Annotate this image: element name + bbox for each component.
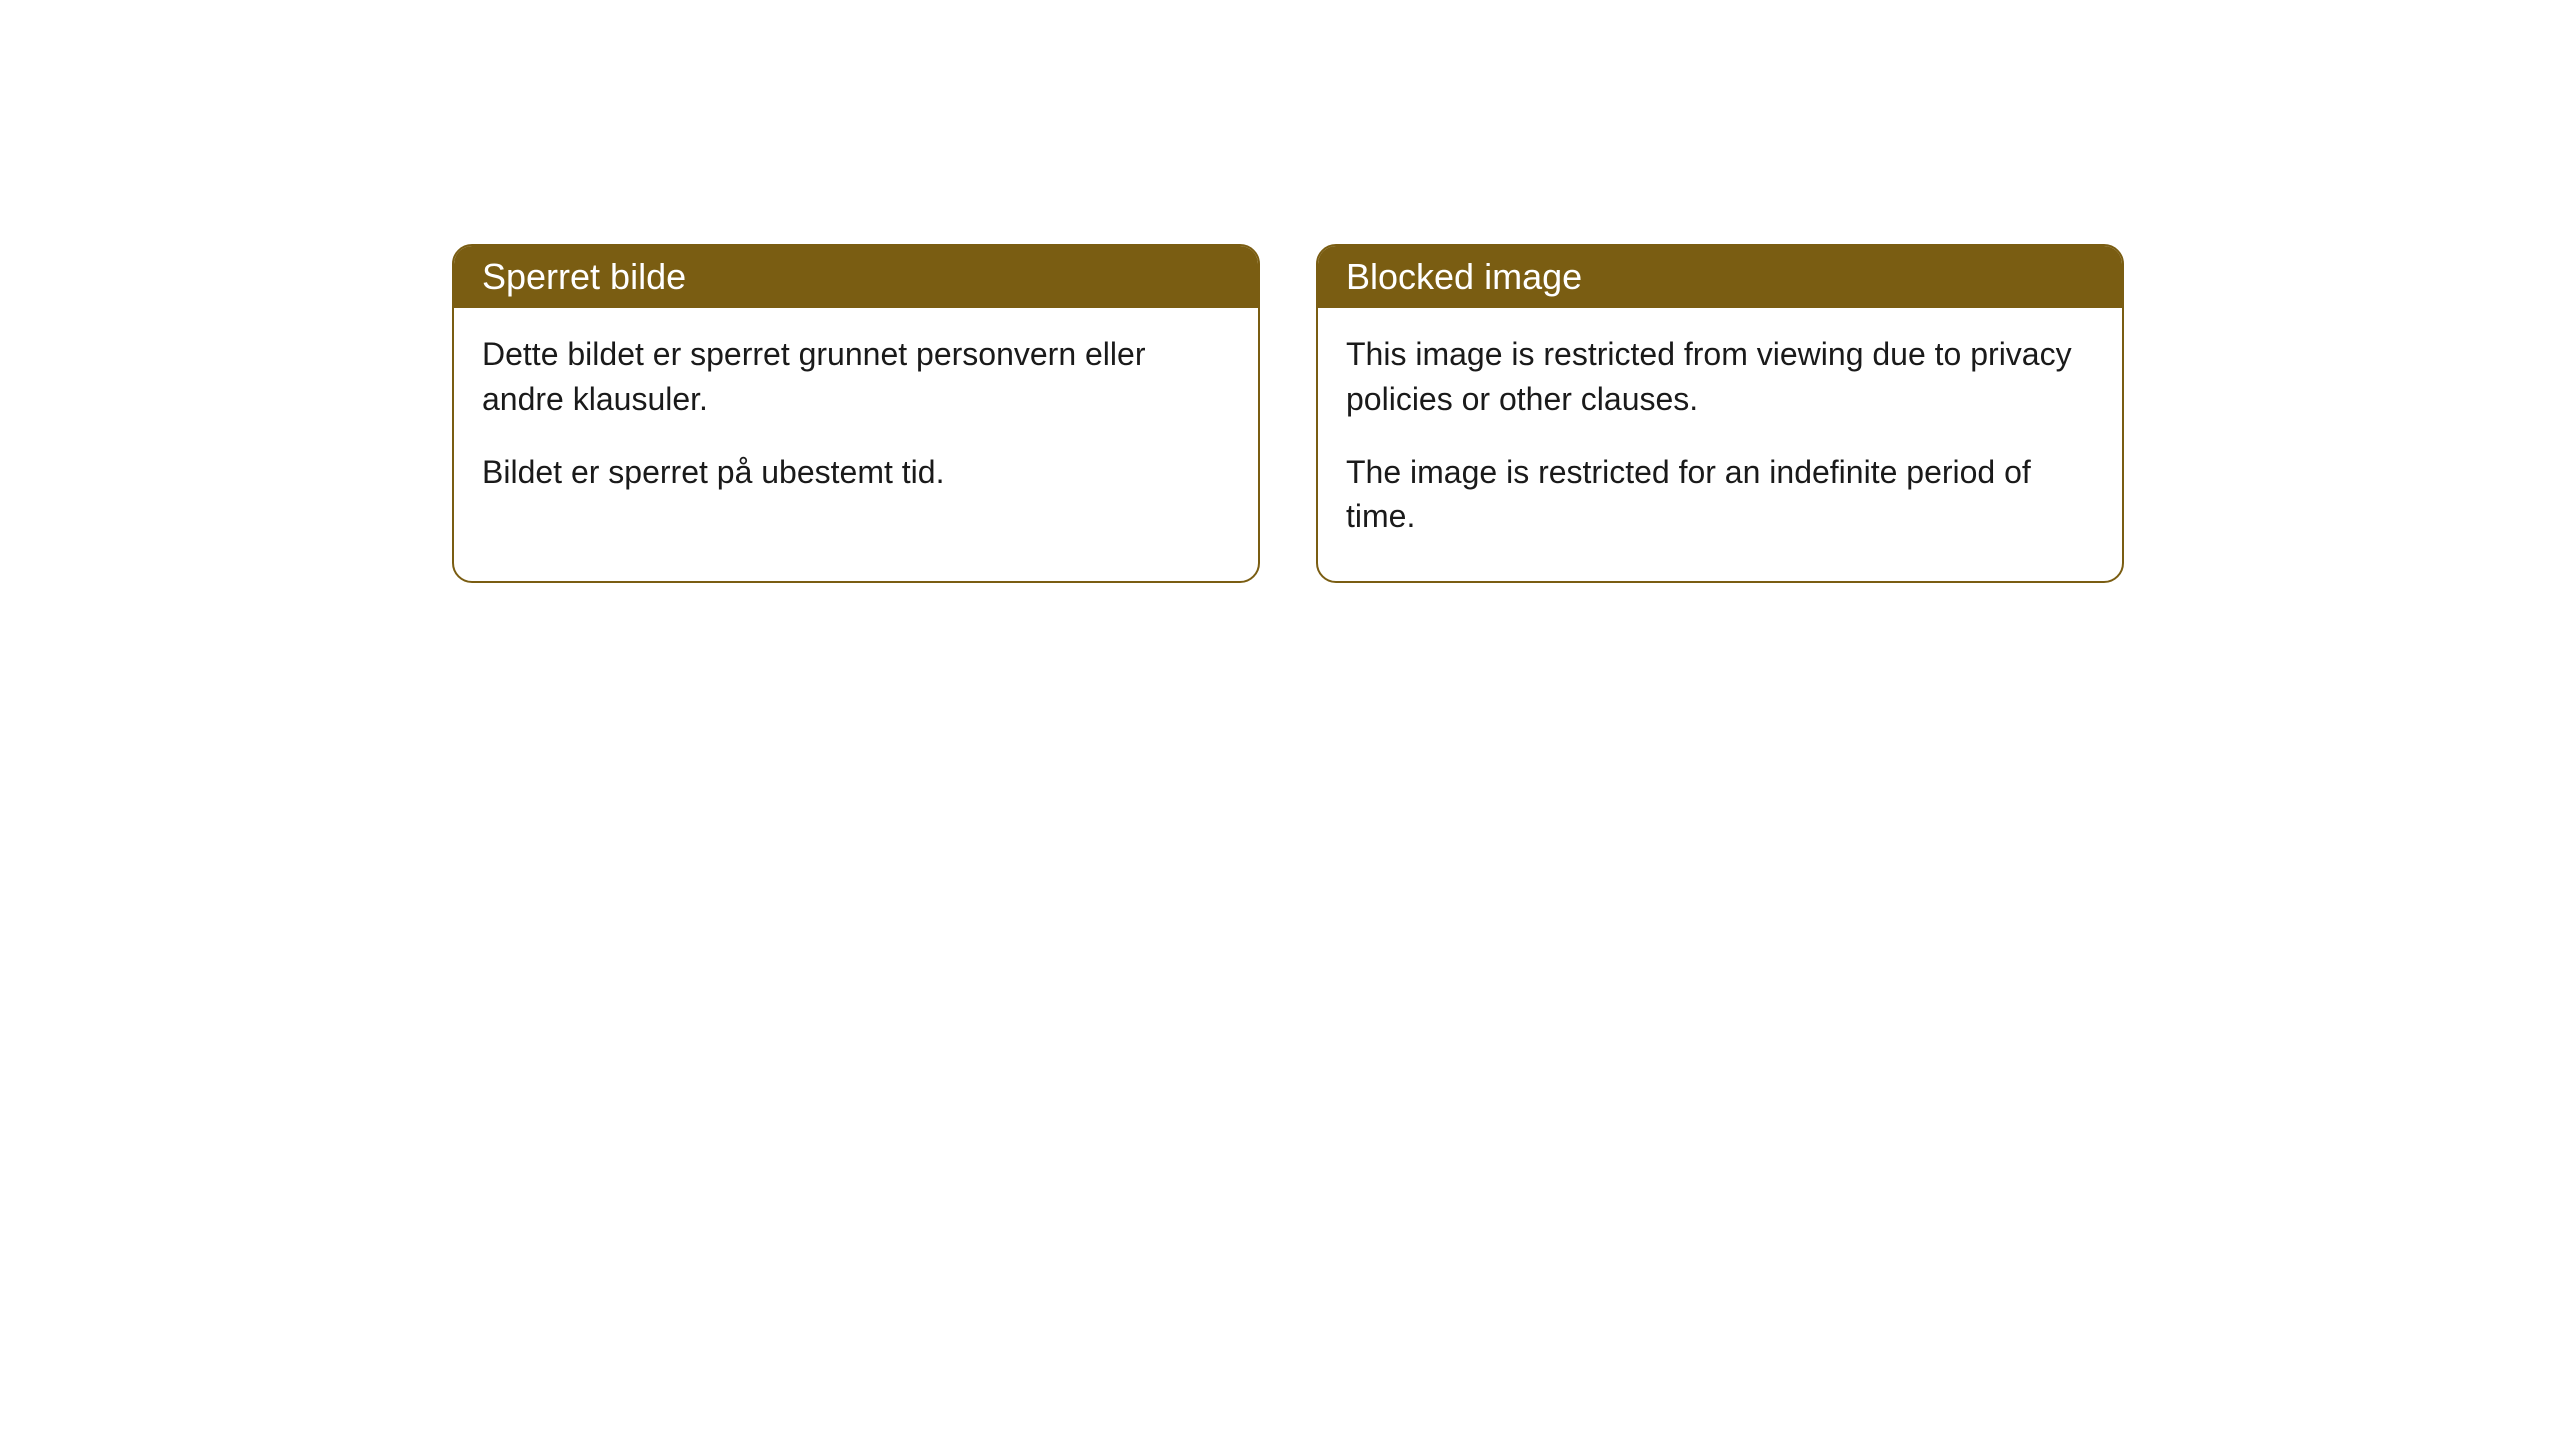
notice-header: Blocked image (1318, 246, 2122, 308)
notice-paragraph: The image is restricted for an indefinit… (1346, 450, 2094, 540)
notice-paragraph: This image is restricted from viewing du… (1346, 332, 2094, 422)
notice-paragraph: Bildet er sperret på ubestemt tid. (482, 450, 1230, 495)
notice-paragraph: Dette bildet er sperret grunnet personve… (482, 332, 1230, 422)
notice-card-english: Blocked image This image is restricted f… (1316, 244, 2124, 583)
notice-body: This image is restricted from viewing du… (1318, 308, 2122, 581)
notice-header: Sperret bilde (454, 246, 1258, 308)
notice-card-norwegian: Sperret bilde Dette bildet er sperret gr… (452, 244, 1260, 583)
notice-body: Dette bildet er sperret grunnet personve… (454, 308, 1258, 536)
notice-container: Sperret bilde Dette bildet er sperret gr… (0, 0, 2560, 583)
